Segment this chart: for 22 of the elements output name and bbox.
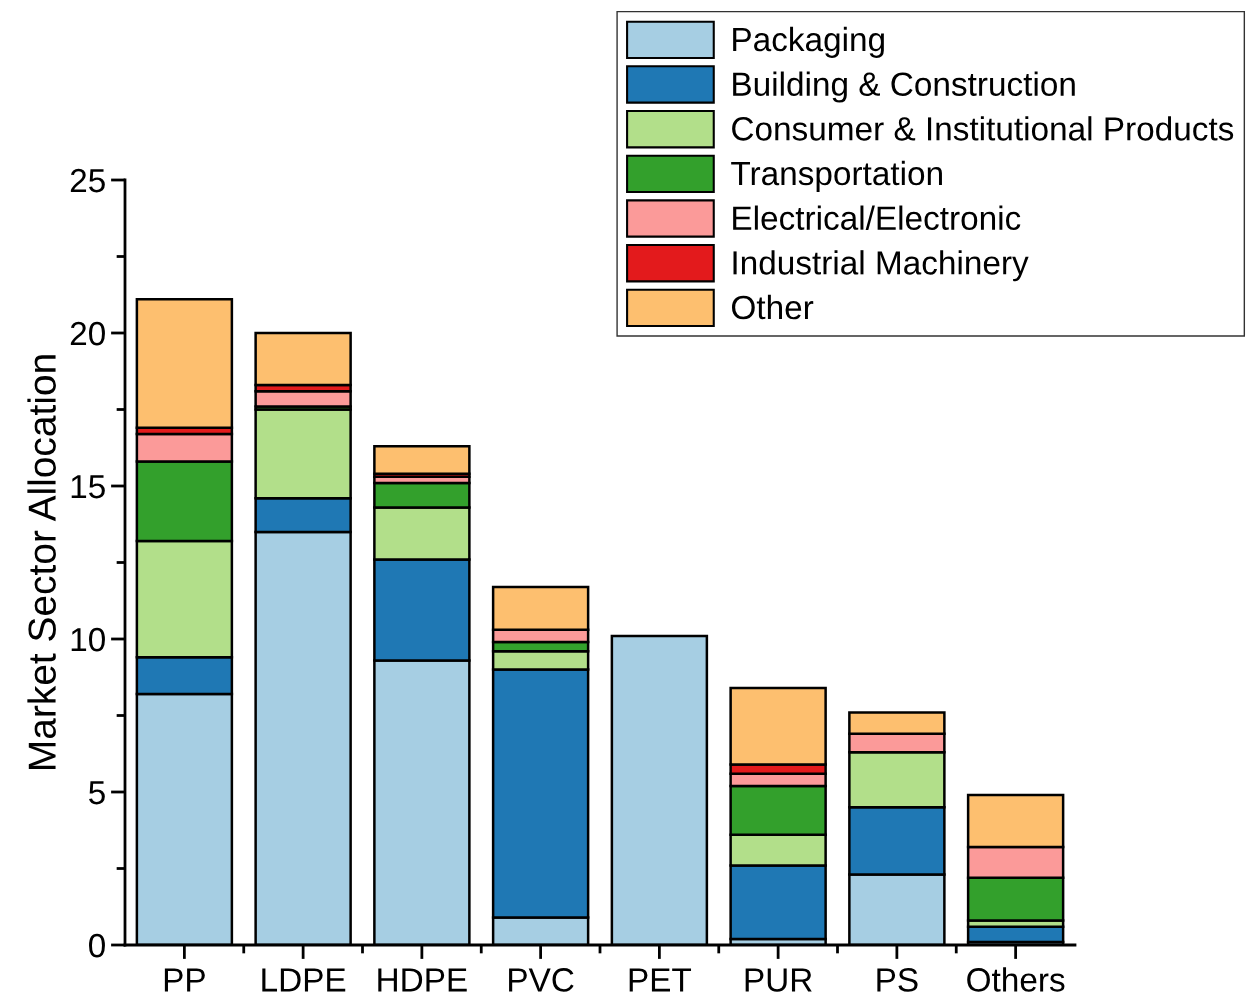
x-tick-label: PUR bbox=[745, 968, 812, 992]
legend-label: Industrial Machinery bbox=[733, 250, 1029, 282]
legend-label: Transportation bbox=[731, 160, 942, 192]
x-tick-label: PS bbox=[877, 968, 918, 992]
y-tick-label: 15 bbox=[71, 475, 105, 499]
y-tick-label: 20 bbox=[70, 321, 105, 346]
x-tick-label: PVC bbox=[509, 968, 574, 992]
legend-label: Electrical/Electronic bbox=[733, 205, 1021, 230]
x-tick-label: Others bbox=[967, 967, 1065, 992]
x-tick-label: HDPE bbox=[378, 968, 467, 992]
y-tick-label: 0 bbox=[89, 933, 105, 958]
y-tick-label: 5 bbox=[89, 781, 105, 805]
legend-label: Consumer & Institutional Products bbox=[732, 116, 1234, 141]
legend-label: Building & Construction bbox=[733, 71, 1075, 103]
y-tick-label: 10 bbox=[71, 627, 105, 652]
x-tick-label: PET bbox=[629, 968, 692, 992]
y-axis-title: Market Sector Allocation bbox=[27, 355, 56, 769]
x-tick-label: LDPE bbox=[262, 968, 346, 992]
legend-label: Other bbox=[732, 294, 814, 320]
legend-label: Packaging bbox=[733, 26, 884, 58]
x-tick-label: PP bbox=[164, 968, 205, 992]
y-tick-label: 25 bbox=[70, 168, 105, 193]
